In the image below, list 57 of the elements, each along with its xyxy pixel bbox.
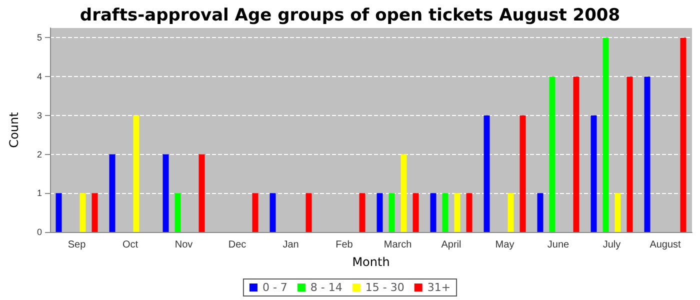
x-tick-label: Feb <box>336 240 354 250</box>
bar <box>80 193 86 232</box>
x-tick-label: Dec <box>228 240 246 250</box>
x-tick-label: Oct <box>122 240 138 250</box>
bar <box>442 193 448 232</box>
x-tick-label: April <box>441 240 462 250</box>
bar <box>508 193 514 232</box>
bar <box>198 154 205 232</box>
x-tick-label: Jan <box>282 240 299 250</box>
bar <box>430 193 436 232</box>
bar <box>270 193 276 232</box>
bar <box>359 193 366 232</box>
x-tick-label: August <box>650 240 682 250</box>
bar <box>466 193 472 232</box>
bar <box>626 76 633 232</box>
bar <box>133 115 140 232</box>
bar <box>614 193 621 232</box>
y-tick-label: 4 <box>36 72 42 82</box>
bar <box>109 154 116 232</box>
bar <box>306 193 312 232</box>
legend-label: 0 - 7 <box>262 281 288 294</box>
bar <box>400 154 407 232</box>
bar <box>412 193 419 232</box>
x-tick-label: July <box>602 240 621 250</box>
bar <box>520 115 526 232</box>
bar <box>174 193 181 232</box>
legend-label: 31+ <box>427 281 451 294</box>
bar <box>644 76 650 232</box>
y-tick-label: 5 <box>36 32 42 43</box>
bar <box>484 115 490 232</box>
bar <box>454 193 460 232</box>
bar <box>537 193 544 232</box>
x-tick-label: Sep <box>68 240 86 250</box>
legend-label: 8 - 14 <box>310 281 342 294</box>
x-tick-label: Nov <box>174 240 193 250</box>
legend-label: 15 - 30 <box>365 281 404 294</box>
bar <box>252 193 258 232</box>
y-tick-label: 3 <box>36 110 42 120</box>
y-axis-title: Count <box>7 112 21 148</box>
x-axis-title: Month <box>352 255 390 269</box>
y-tick-label: 0 <box>36 227 42 237</box>
bar <box>162 154 169 232</box>
bar <box>549 76 556 232</box>
bar <box>590 115 597 232</box>
bar <box>680 38 686 232</box>
bar <box>92 193 98 232</box>
x-tick-label: May <box>495 240 514 250</box>
bar <box>573 76 580 232</box>
bar <box>602 38 609 232</box>
x-tick-label: March <box>384 240 412 250</box>
bar <box>56 193 62 232</box>
chart-title: drafts-approval Age groups of open tickets August 2008 <box>80 6 620 26</box>
x-tick-label: June <box>547 240 570 250</box>
bar <box>388 193 395 232</box>
y-tick-label: 2 <box>36 149 42 160</box>
bar <box>376 193 383 232</box>
y-tick-label: 1 <box>36 188 42 198</box>
